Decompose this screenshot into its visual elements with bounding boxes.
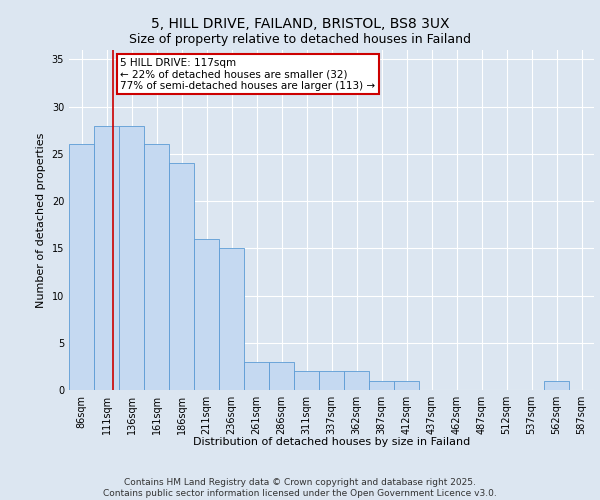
Bar xyxy=(544,380,569,390)
Bar xyxy=(219,248,244,390)
Text: 5, HILL DRIVE, FAILAND, BRISTOL, BS8 3UX: 5, HILL DRIVE, FAILAND, BRISTOL, BS8 3UX xyxy=(151,18,449,32)
Bar xyxy=(69,144,94,390)
X-axis label: Distribution of detached houses by size in Failand: Distribution of detached houses by size … xyxy=(193,437,470,447)
Bar xyxy=(369,380,394,390)
Bar xyxy=(194,239,219,390)
Bar xyxy=(269,362,294,390)
Text: 5 HILL DRIVE: 117sqm
← 22% of detached houses are smaller (32)
77% of semi-detac: 5 HILL DRIVE: 117sqm ← 22% of detached h… xyxy=(120,58,376,91)
Bar xyxy=(319,371,344,390)
Bar xyxy=(344,371,369,390)
Bar xyxy=(169,164,194,390)
Text: Contains HM Land Registry data © Crown copyright and database right 2025.
Contai: Contains HM Land Registry data © Crown c… xyxy=(103,478,497,498)
Bar xyxy=(144,144,169,390)
Bar xyxy=(119,126,144,390)
Text: Size of property relative to detached houses in Failand: Size of property relative to detached ho… xyxy=(129,32,471,46)
Bar xyxy=(394,380,419,390)
Bar xyxy=(94,126,119,390)
Bar xyxy=(244,362,269,390)
Y-axis label: Number of detached properties: Number of detached properties xyxy=(36,132,46,308)
Bar xyxy=(294,371,319,390)
